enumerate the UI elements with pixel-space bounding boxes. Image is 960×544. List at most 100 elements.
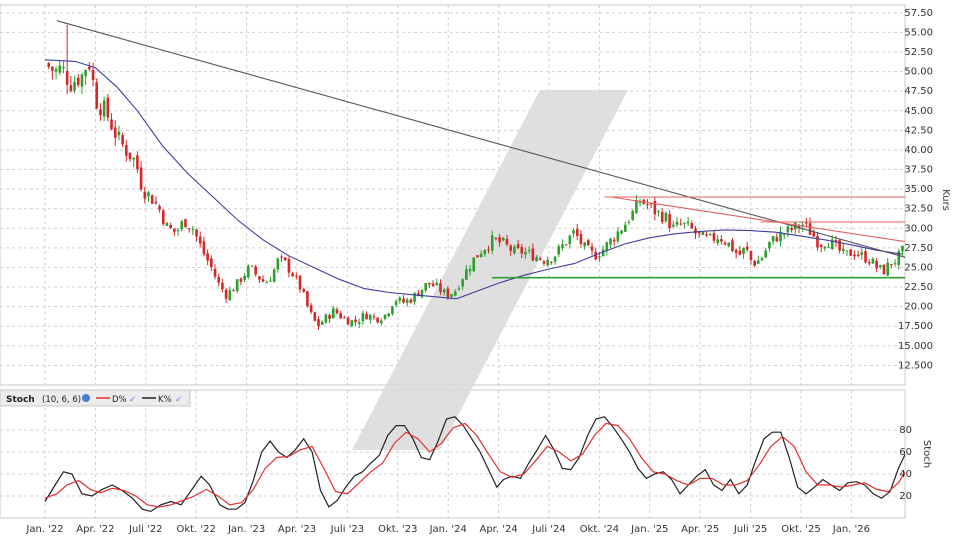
stoch-y-ticks: 80 60 40 20 — [899, 425, 912, 502]
candle-body — [612, 239, 616, 242]
check-icon[interactable]: ✓ — [129, 395, 136, 405]
candle-body — [269, 280, 272, 282]
candle-body — [295, 275, 298, 277]
candle-body — [557, 246, 561, 255]
y-tick-label: 40.00 — [904, 145, 933, 156]
candle-body — [583, 242, 586, 247]
candle-body — [147, 192, 150, 197]
candle-body — [672, 224, 675, 227]
candle-body — [564, 244, 568, 246]
candle-body — [701, 231, 705, 236]
candle-body — [893, 263, 897, 265]
candle-body — [575, 228, 579, 236]
stoch-lines — [44, 416, 905, 513]
candle-body — [505, 239, 509, 245]
candle-body — [779, 231, 782, 242]
candle-body — [790, 227, 793, 231]
candle-body — [335, 309, 339, 314]
candle-body — [465, 269, 468, 280]
candle-body — [749, 250, 753, 261]
candle-body — [716, 239, 719, 243]
candle-body — [457, 288, 461, 290]
candle-body — [387, 313, 391, 316]
candle-body — [206, 253, 209, 261]
candle-body — [483, 249, 487, 255]
candle-body — [627, 222, 631, 224]
price-y-axis-label: Kurs — [940, 189, 951, 211]
y-tick-label: 47.50 — [904, 86, 933, 97]
candle-body — [76, 77, 80, 86]
candle-body — [675, 221, 679, 225]
candle-body — [598, 256, 601, 258]
candle-body — [439, 283, 442, 293]
candle-body — [161, 210, 165, 225]
candle-body — [509, 245, 512, 251]
candle-body — [88, 66, 91, 70]
candle-body — [860, 252, 864, 255]
x-tick-label: Okt. '24 — [580, 524, 619, 535]
candle-body — [346, 317, 350, 325]
candle-body — [446, 288, 450, 298]
candle-body — [261, 279, 265, 282]
moving-average — [44, 59, 902, 300]
y-tick-label: 12.500 — [898, 360, 933, 371]
candle-body — [309, 305, 313, 312]
candle-body — [372, 316, 376, 318]
candle-body — [546, 260, 549, 266]
candle-body — [587, 240, 590, 246]
y-tick-label: 57.50 — [904, 8, 933, 19]
candle-body — [638, 202, 642, 204]
settings-icon[interactable] — [82, 394, 90, 402]
candle-body — [180, 221, 184, 230]
candle-body — [169, 225, 172, 229]
candle-body — [121, 135, 124, 145]
candle-body — [428, 282, 431, 285]
candle-body — [287, 259, 291, 273]
candle-body — [47, 63, 50, 67]
candle-body — [357, 322, 361, 324]
candle-body — [394, 301, 398, 306]
candle-body — [757, 260, 760, 264]
candle-body — [69, 85, 73, 91]
candle-body — [184, 219, 187, 228]
candle-body — [771, 236, 775, 242]
candle-body — [609, 238, 612, 245]
candle-body — [210, 258, 213, 267]
candle-body — [350, 320, 354, 327]
candle-body — [202, 241, 206, 255]
candle-body — [343, 317, 346, 319]
candle-body — [413, 293, 416, 302]
candle-body — [128, 152, 132, 160]
candle-body — [405, 299, 409, 304]
candle-body — [731, 240, 734, 252]
candle-body — [708, 233, 712, 235]
candle-body — [531, 248, 535, 261]
candle-body — [280, 256, 283, 258]
candle-body — [106, 97, 110, 118]
candle-body — [550, 261, 553, 263]
stoch-legend: Stoch (10, 6, 6) D% ✓ K% ✓ — [0, 389, 191, 407]
series-k — [44, 416, 905, 513]
candle-body — [368, 314, 372, 320]
candle-body — [590, 246, 594, 251]
candle-body — [165, 222, 169, 227]
candle-body — [51, 66, 54, 71]
x-tick-label: Apr. '24 — [479, 524, 517, 535]
stoch-legend-bg — [0, 389, 191, 407]
candle-body — [498, 237, 501, 243]
candle-body — [58, 65, 62, 73]
candle-body — [173, 228, 176, 232]
candle-body — [150, 195, 154, 204]
check-icon[interactable]: ✓ — [175, 395, 182, 405]
indicator-grid — [0, 390, 905, 518]
candle-body — [594, 251, 598, 260]
candle-body — [720, 239, 723, 242]
candle-body — [99, 109, 102, 116]
candle-body — [276, 258, 280, 270]
candle-body — [102, 100, 106, 117]
y-tick-label: 27.50 — [904, 243, 933, 254]
candle-body — [694, 228, 697, 234]
candle-body — [402, 298, 405, 303]
candle-body — [468, 268, 472, 272]
